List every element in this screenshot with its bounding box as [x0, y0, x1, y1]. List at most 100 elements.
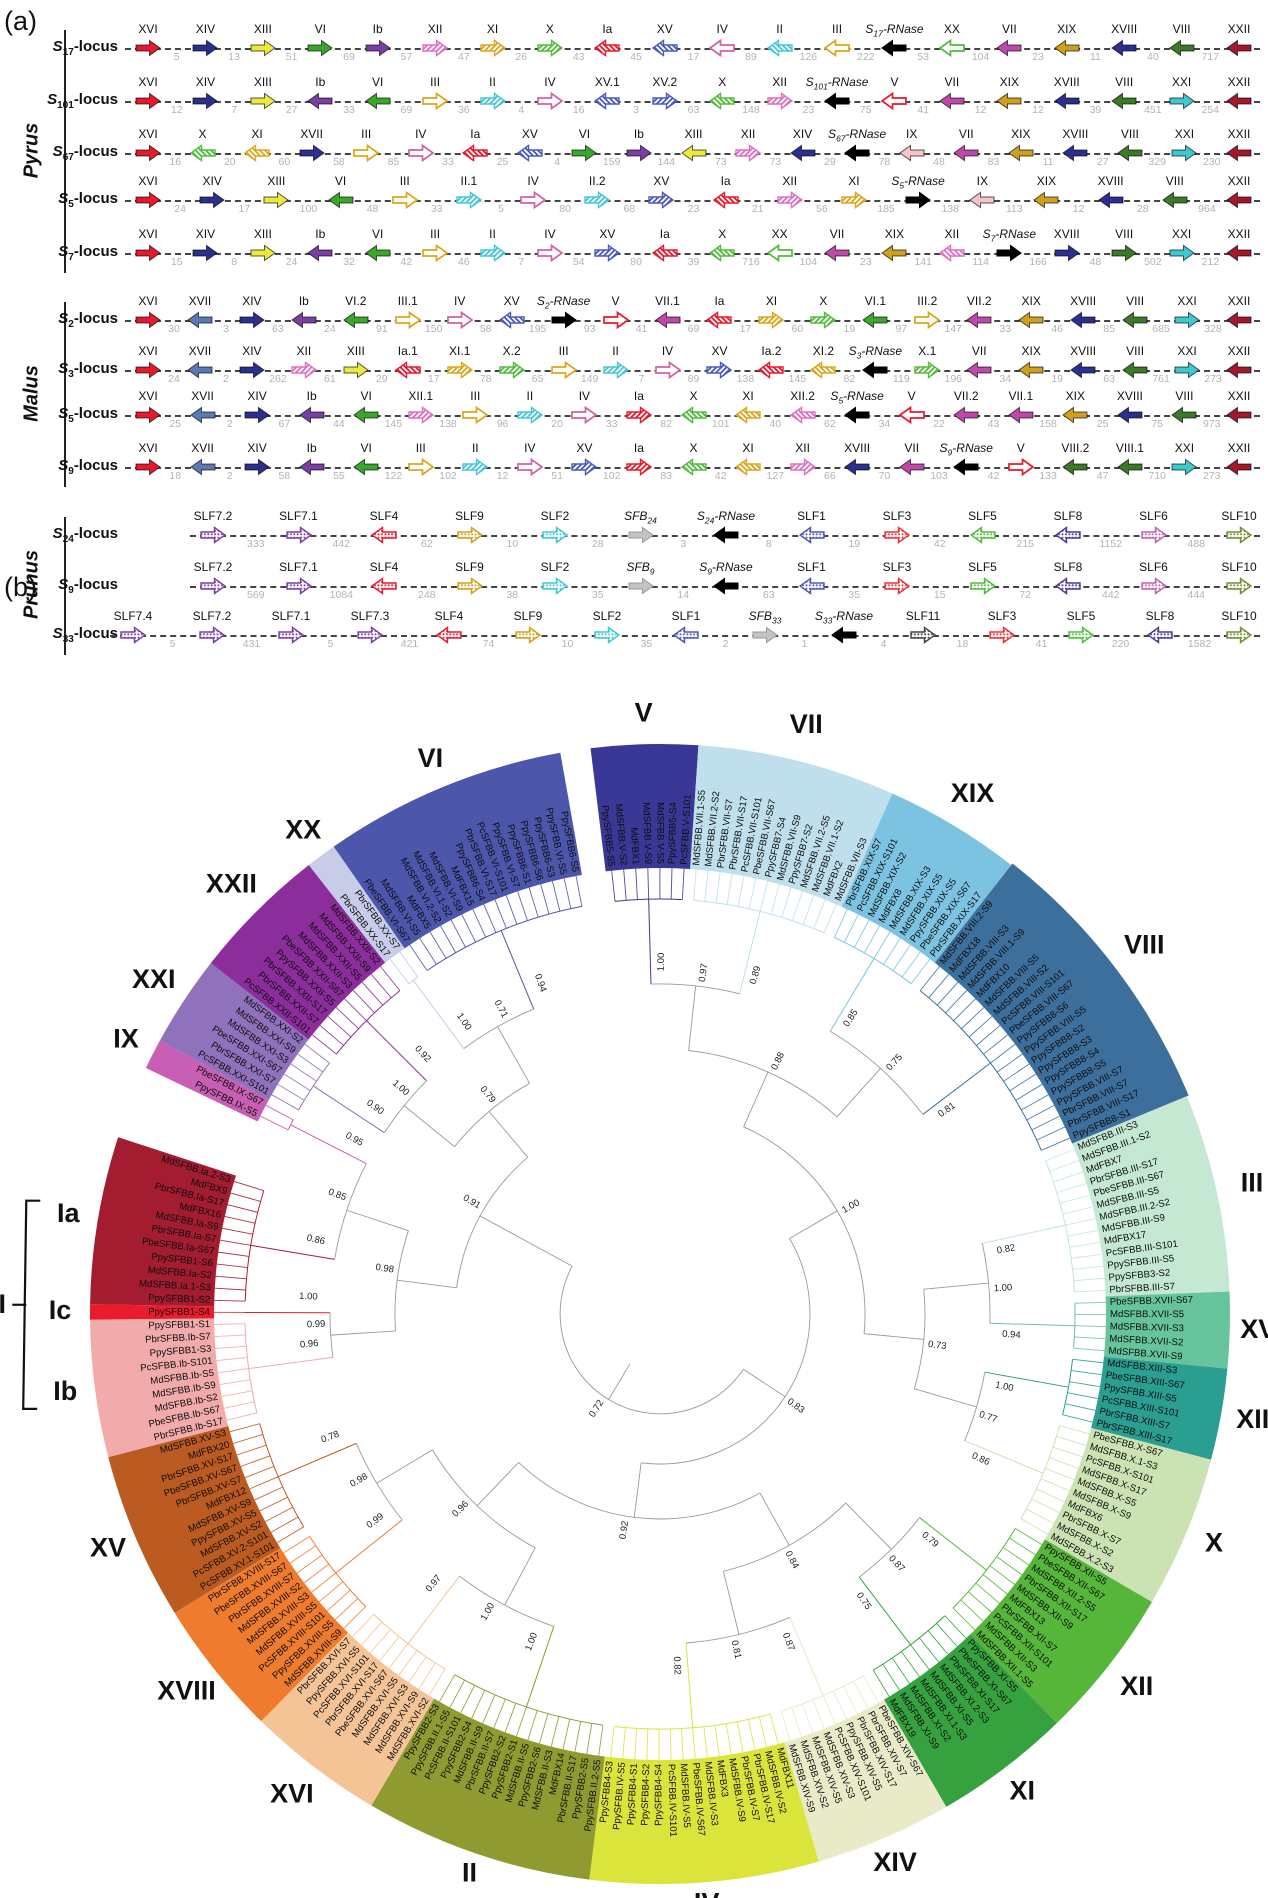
gene-arrow-II	[517, 406, 544, 424]
gene-label-XV: XV	[711, 344, 728, 358]
intergenic-distance: 85	[387, 156, 400, 168]
intergenic-distance: 17	[427, 373, 440, 385]
intergenic-distance: 20	[223, 156, 236, 168]
support-value: 0.82	[671, 1656, 683, 1675]
tree-branch	[610, 1726, 615, 1758]
tree-branch	[1065, 1403, 1096, 1411]
gene-arrow-S_3_RNase	[862, 361, 888, 379]
tree-branch	[221, 1390, 253, 1397]
intergenic-distance: 41	[635, 323, 648, 335]
gene-arrow-XVI	[135, 92, 161, 110]
gene-arrow-XV	[498, 311, 525, 329]
clade-sector-XV	[108, 1425, 281, 1613]
locus-backbone-line	[125, 200, 1260, 202]
tree-branch	[527, 1710, 538, 1741]
leaf-label: PpySFBB5-S4	[667, 802, 680, 865]
intergenic-distance: 7	[231, 104, 238, 116]
intergenic-distance: 23	[802, 104, 815, 116]
gene-label-SLF4: SLF4	[434, 609, 464, 623]
gene-arrow-IX	[898, 144, 925, 162]
intergenic-distance: 102	[439, 470, 457, 482]
tree-clade-arc	[780, 1675, 864, 1712]
gene-arrow-VI	[353, 458, 379, 476]
intergenic-distance: 72	[1019, 589, 1032, 601]
gene-label-XVI: XVI	[138, 174, 158, 188]
gene-arrow-IV	[537, 243, 564, 263]
leaf-label: MdSFBB.Ia.1-S3	[139, 1278, 211, 1293]
gene-label-XIV: XIV	[202, 174, 222, 188]
tree-branch	[928, 973, 950, 999]
tree-join-stem	[743, 1071, 769, 1127]
gene-arrow-XIX	[1062, 406, 1088, 424]
tree-branch	[265, 1506, 293, 1523]
intergenic-distance: 75	[859, 104, 872, 116]
tree-clade-stem	[739, 911, 761, 994]
support-value: 0.85	[327, 1187, 348, 1204]
gene-arrow-SLF7.2	[200, 577, 227, 595]
gene-label-III.2: III.2	[917, 294, 938, 308]
tree-branch	[516, 1706, 527, 1737]
tree-join-stem	[476, 1462, 519, 1507]
intergenic-distance: 119	[892, 373, 910, 385]
support-value: 0.81	[729, 1639, 744, 1659]
gene-label-VII: VII	[944, 75, 960, 89]
gene-arrow-Ia	[651, 244, 678, 262]
intergenic-distance: 138	[941, 203, 959, 215]
gene-label-VIII: VIII	[1126, 294, 1145, 308]
gene-label-SLF10: SLF10	[1221, 509, 1257, 523]
gene-arrow-SLF7.1	[285, 526, 312, 544]
gene-label-XV: XV	[503, 294, 520, 308]
tree-join-stem	[743, 1368, 786, 1398]
intergenic-distance: 42	[714, 470, 727, 482]
gene-label-XIX: XIX	[1057, 22, 1077, 36]
tree-branch	[863, 1675, 880, 1703]
tree-clade-stem	[685, 1642, 694, 1728]
tree-branch	[574, 1721, 582, 1752]
clade-sector-XVI	[261, 1632, 435, 1806]
gene-arrow-SLF2	[542, 577, 569, 595]
sector-label-V: V	[635, 697, 653, 727]
tree-branch	[1074, 1325, 1106, 1328]
support-value: 1.00	[840, 1197, 862, 1216]
support-value: 0.87	[886, 1553, 907, 1574]
intergenic-distance: 44	[333, 418, 345, 430]
tree-branch	[1041, 1137, 1071, 1151]
tree-branch	[311, 1572, 337, 1593]
gene-arrow-VIII	[1171, 406, 1197, 424]
tree-join-stem	[528, 1241, 573, 1267]
tree-join-arc	[559, 1265, 744, 1415]
tree-branch	[1059, 1425, 1090, 1435]
tree-clade-arc	[373, 1614, 446, 1670]
locus-backbone-line	[125, 253, 1260, 255]
tree-branch	[611, 870, 616, 902]
intergenic-distance: 3	[680, 538, 687, 550]
gene-arrow-SLF1	[798, 577, 825, 595]
tree-branch	[758, 1716, 768, 1748]
panel-a-tag: (a)	[4, 6, 37, 36]
tree-branch	[1062, 1206, 1094, 1215]
gene-label-II: II	[489, 75, 496, 89]
intergenic-distance: 80	[559, 203, 571, 215]
tree-branch	[283, 1536, 310, 1554]
intergenic-distance: 16	[572, 104, 585, 116]
gene-arrow-III	[422, 243, 449, 263]
gene-label-XIV: XIV	[242, 344, 262, 358]
gene-arrow-SLF7.1	[278, 626, 305, 644]
gene-arrow-VI	[307, 39, 334, 57]
intergenic-distance: 33	[999, 323, 1012, 335]
support-value: 0.81	[936, 1100, 957, 1120]
gene-arrow-Ib	[626, 144, 652, 162]
gene-arrow-VII.1	[1007, 406, 1034, 424]
tree-branch	[1053, 1171, 1083, 1183]
gene-label-VII: VII	[904, 441, 920, 455]
support-value: 1.00	[299, 1291, 318, 1303]
sector-label-XVI: XVI	[270, 1778, 314, 1808]
tree-branch	[1073, 1277, 1105, 1282]
gene-label-SLF2: SLF2	[540, 509, 570, 523]
intergenic-distance: 25	[1096, 418, 1109, 430]
support-value: 1.00	[994, 1380, 1014, 1395]
tree-branch	[1026, 1508, 1054, 1524]
tree-branch	[440, 925, 457, 953]
clade-sector-IV	[589, 1742, 819, 1884]
gene-arrow-IV	[520, 190, 547, 210]
